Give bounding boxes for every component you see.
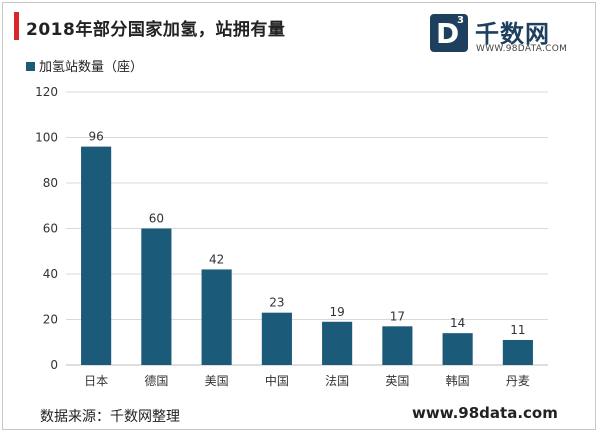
y-tick-label: 80	[43, 176, 58, 190]
brand-logo: D 3 千数网 WWW.98DATA.COM	[430, 12, 590, 62]
data-source: 数据来源：千数网整理	[40, 409, 180, 425]
title-accent-bar	[14, 12, 19, 40]
data-label: 17	[390, 309, 405, 323]
logo-name: 千数网	[475, 20, 550, 48]
logo-mark-superscript: 3	[457, 15, 464, 26]
bar	[81, 146, 112, 365]
chart-legend: 加氢站数量（座）	[26, 56, 143, 75]
chart-title: 2018年部分国家加氢，站拥有量	[26, 20, 286, 40]
data-label: 19	[329, 305, 344, 319]
data-label: 42	[209, 252, 224, 266]
x-tick-label: 韩国	[446, 373, 470, 388]
y-tick-label: 20	[43, 313, 58, 327]
site-url: www.98data.com	[412, 404, 558, 422]
bar	[261, 312, 292, 365]
data-label: 60	[149, 212, 164, 226]
data-label: 11	[510, 323, 525, 337]
legend-swatch	[26, 62, 35, 71]
legend-label: 加氢站数量（座）	[39, 60, 144, 75]
x-tick-label: 德国	[144, 373, 168, 388]
x-tick-label: 丹麦	[506, 374, 530, 388]
bar	[442, 333, 473, 365]
logo-url: WWW.98DATA.COM	[476, 44, 568, 54]
data-label: 14	[450, 316, 465, 330]
bar	[382, 326, 413, 365]
data-label: 23	[269, 296, 284, 310]
x-tick-label: 法国	[325, 374, 349, 388]
y-tick-label: 100	[35, 131, 58, 145]
y-tick-label: 60	[43, 222, 58, 236]
y-tick-label: 40	[43, 267, 58, 281]
bar	[141, 228, 172, 365]
x-tick-label: 日本	[84, 374, 108, 388]
x-tick-label: 英国	[385, 374, 409, 388]
bar	[502, 339, 533, 365]
logo-mark-letter: D	[436, 17, 460, 50]
data-label: 96	[88, 130, 103, 144]
y-tick-label: 0	[50, 358, 58, 372]
y-tick-label: 120	[35, 85, 58, 99]
bar	[201, 269, 232, 365]
x-tick-label: 美国	[205, 374, 229, 388]
x-tick-label: 中国	[265, 373, 289, 388]
logo-mark-icon: D 3	[430, 14, 468, 52]
bar	[322, 321, 353, 365]
